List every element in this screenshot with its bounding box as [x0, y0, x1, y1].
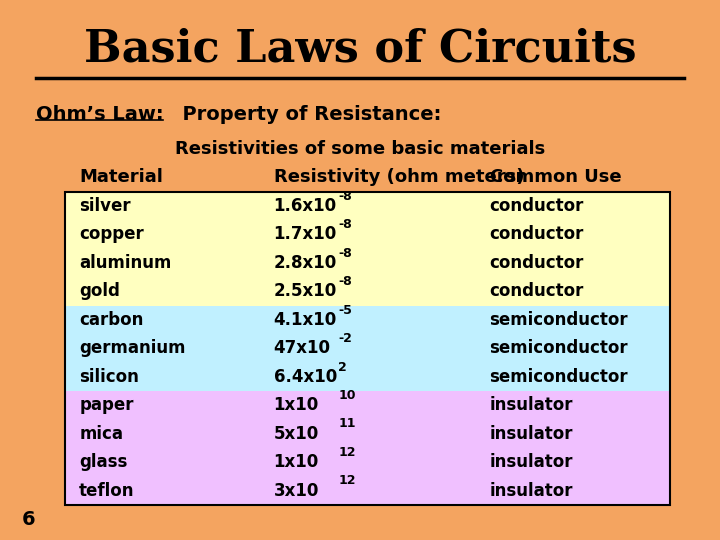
Text: 12: 12 — [338, 475, 356, 488]
FancyBboxPatch shape — [65, 277, 670, 306]
FancyBboxPatch shape — [65, 448, 670, 476]
Text: Ohm’s Law:: Ohm’s Law: — [36, 105, 163, 124]
Text: insulator: insulator — [490, 453, 573, 471]
Text: conductor: conductor — [490, 197, 584, 215]
Text: insulator: insulator — [490, 396, 573, 414]
Text: 1.7x10: 1.7x10 — [274, 225, 337, 244]
Text: silicon: silicon — [79, 368, 139, 386]
FancyBboxPatch shape — [65, 362, 670, 391]
Text: conductor: conductor — [490, 282, 584, 300]
Text: 6.4x10: 6.4x10 — [274, 368, 337, 386]
Text: teflon: teflon — [79, 482, 135, 500]
Text: Material: Material — [79, 168, 163, 186]
Text: 2.8x10: 2.8x10 — [274, 254, 337, 272]
FancyBboxPatch shape — [65, 306, 670, 334]
FancyBboxPatch shape — [65, 192, 670, 220]
Text: -8: -8 — [338, 190, 352, 202]
Text: germanium: germanium — [79, 339, 186, 357]
Text: mica: mica — [79, 425, 123, 443]
Text: -8: -8 — [338, 218, 352, 231]
Text: semiconductor: semiconductor — [490, 339, 629, 357]
Text: 10: 10 — [338, 389, 356, 402]
FancyBboxPatch shape — [65, 248, 670, 277]
Text: 2: 2 — [338, 361, 347, 374]
Text: 3x10: 3x10 — [274, 482, 319, 500]
FancyBboxPatch shape — [65, 420, 670, 448]
FancyBboxPatch shape — [65, 391, 670, 420]
Text: -8: -8 — [338, 275, 352, 288]
Text: semiconductor: semiconductor — [490, 368, 629, 386]
Text: carbon: carbon — [79, 311, 143, 329]
Text: Basic Laws of Circuits: Basic Laws of Circuits — [84, 27, 636, 70]
FancyBboxPatch shape — [65, 220, 670, 248]
Text: 5x10: 5x10 — [274, 425, 319, 443]
Text: 4.1x10: 4.1x10 — [274, 311, 337, 329]
Text: Property of Resistance:: Property of Resistance: — [169, 105, 441, 124]
Text: 6: 6 — [22, 510, 35, 529]
Text: silver: silver — [79, 197, 131, 215]
Text: Resistivities of some basic materials: Resistivities of some basic materials — [175, 140, 545, 158]
Text: Resistivity (ohm meters): Resistivity (ohm meters) — [274, 168, 524, 186]
Text: Common Use: Common Use — [490, 168, 621, 186]
Text: -2: -2 — [338, 332, 352, 345]
Text: glass: glass — [79, 453, 127, 471]
Text: 11: 11 — [338, 417, 356, 430]
Text: 47x10: 47x10 — [274, 339, 330, 357]
Text: gold: gold — [79, 282, 120, 300]
Text: insulator: insulator — [490, 425, 573, 443]
Text: -5: -5 — [338, 303, 352, 316]
FancyBboxPatch shape — [65, 334, 670, 362]
Text: paper: paper — [79, 396, 134, 414]
Text: semiconductor: semiconductor — [490, 311, 629, 329]
Text: 2.5x10: 2.5x10 — [274, 282, 337, 300]
Text: -8: -8 — [338, 247, 352, 260]
Text: 1x10: 1x10 — [274, 396, 319, 414]
Text: aluminum: aluminum — [79, 254, 171, 272]
Text: insulator: insulator — [490, 482, 573, 500]
Text: 1x10: 1x10 — [274, 453, 319, 471]
Text: copper: copper — [79, 225, 144, 244]
FancyBboxPatch shape — [65, 476, 670, 505]
Text: 1.6x10: 1.6x10 — [274, 197, 337, 215]
Text: 12: 12 — [338, 446, 356, 459]
Text: conductor: conductor — [490, 225, 584, 244]
Text: conductor: conductor — [490, 254, 584, 272]
